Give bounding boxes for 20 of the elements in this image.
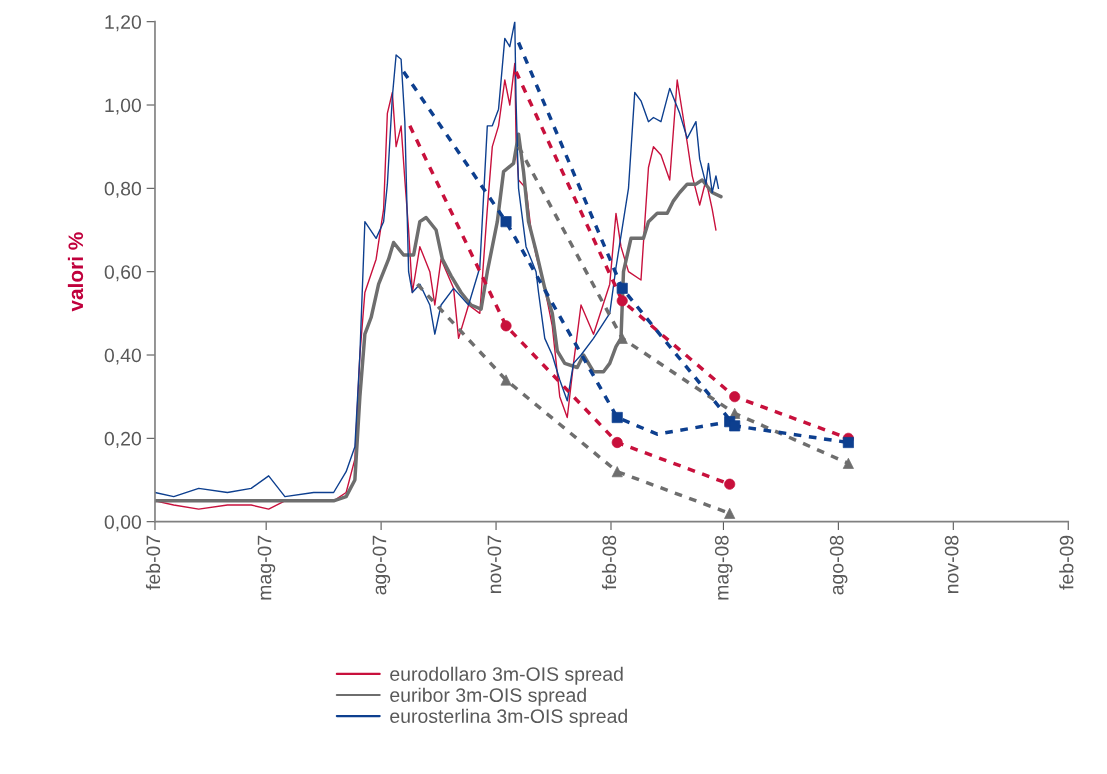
y-tick-label: 0,60 xyxy=(104,265,142,282)
y-tick-label: 0,80 xyxy=(104,181,142,198)
y-axis-title: valori % xyxy=(67,232,84,312)
x-tick-label: feb-08 xyxy=(601,535,617,590)
y-tick-label: 0,00 xyxy=(104,515,142,532)
x-tick-label: mag-07 xyxy=(257,535,276,600)
legend-label: euribor 3m-OIS spread xyxy=(390,687,586,706)
x-tick-label: nov-07 xyxy=(487,535,502,594)
y-tick-label: 1,20 xyxy=(105,15,142,32)
x-tick-label: nov-08 xyxy=(944,535,959,594)
y-tick-label: 0,20 xyxy=(104,431,142,448)
x-tick-label: ago-07 xyxy=(372,535,391,595)
legend-label: eurodollaro 3m-OIS spread xyxy=(390,666,623,685)
x-tick-label: ago-08 xyxy=(829,535,848,595)
x-tick-label: feb-09 xyxy=(1059,535,1074,590)
x-tick-label: feb-07 xyxy=(145,535,161,590)
x-tick-label: mag-08 xyxy=(714,535,733,600)
y-tick-label: 1,00 xyxy=(105,98,142,115)
y-tick-label: 0,40 xyxy=(104,348,142,365)
legend-label: eurosterlina 3m-OIS spread xyxy=(390,708,627,727)
